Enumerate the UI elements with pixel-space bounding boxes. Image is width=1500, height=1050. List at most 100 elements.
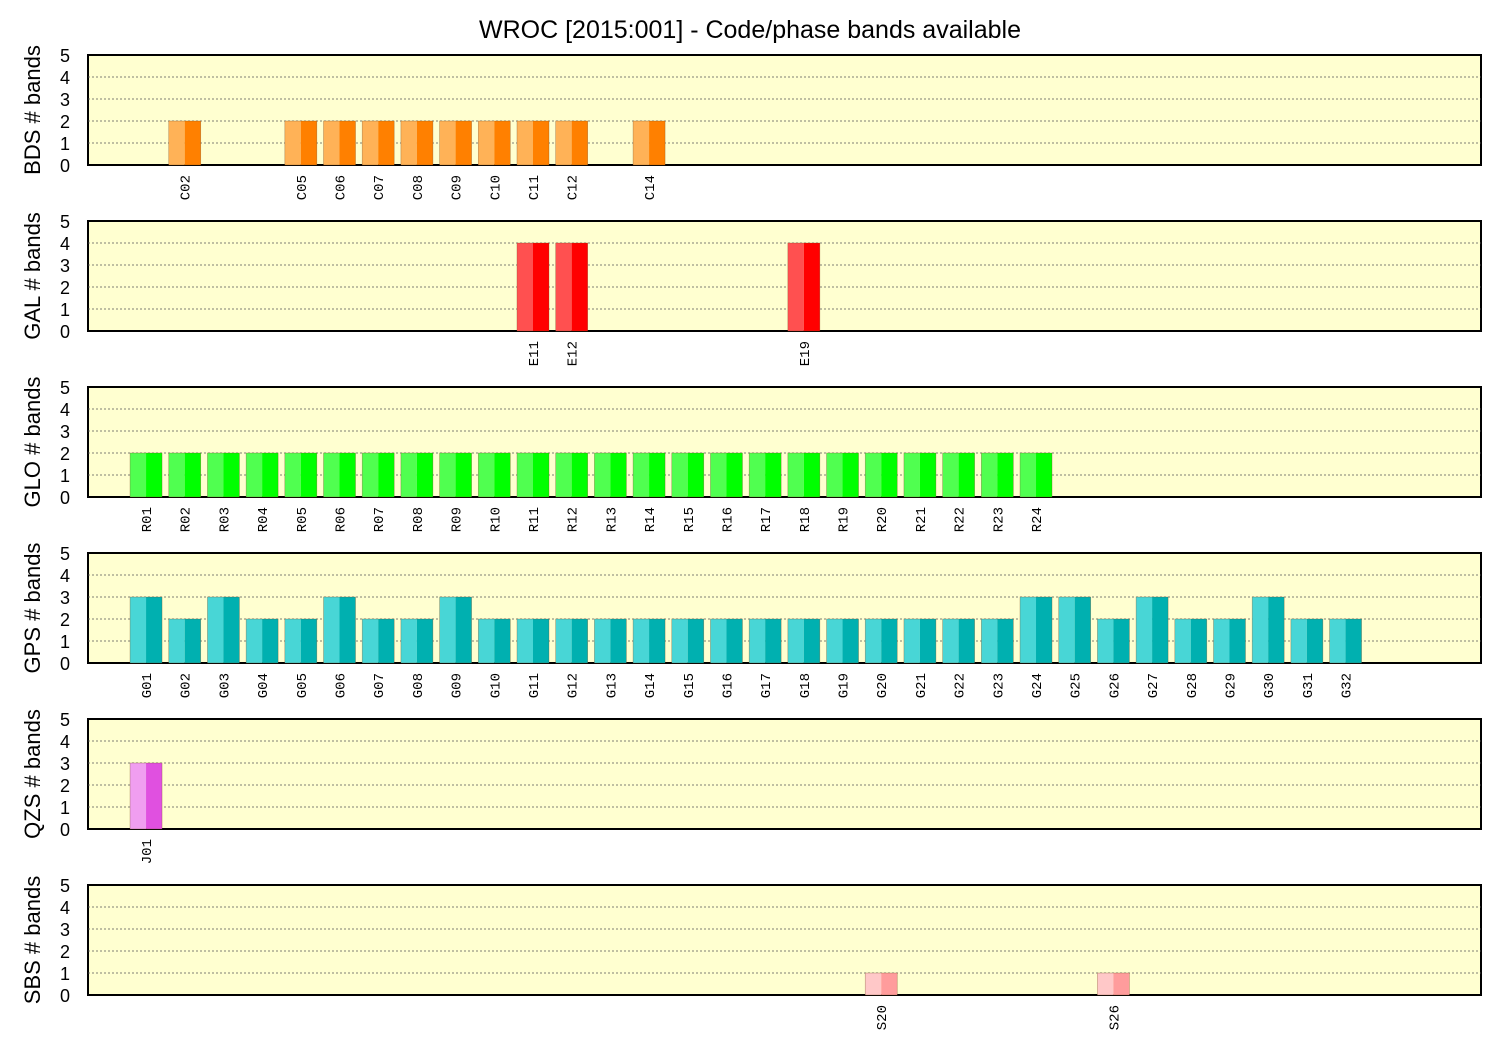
- bar-right-half: [184, 121, 201, 165]
- bar-c05: [284, 120, 318, 166]
- bar-outline: [439, 120, 472, 166]
- bar-outline: [284, 120, 318, 166]
- bar-left-half: [1213, 619, 1230, 663]
- x-tick-label: G07: [372, 673, 388, 698]
- bar-left-half: [362, 121, 379, 165]
- bar-right-half: [571, 243, 588, 331]
- bar-right-half: [262, 453, 279, 497]
- bar-r21: [903, 452, 937, 498]
- x-tick-label: R06: [334, 507, 350, 532]
- bar-r22: [942, 452, 975, 498]
- bar-right-half: [455, 121, 472, 165]
- bar-g15: [671, 618, 705, 664]
- bar-left-half: [1136, 597, 1153, 663]
- x-tick-label: C12: [566, 175, 582, 200]
- bar-left-half: [1020, 453, 1037, 497]
- bar-left-half: [710, 453, 727, 497]
- bar-left-half: [478, 453, 495, 497]
- bar-right-half: [726, 453, 743, 497]
- bar-right-half: [803, 453, 820, 497]
- x-tick-label: G09: [450, 673, 466, 698]
- x-tick-label: R22: [953, 507, 969, 532]
- bar-right-half: [610, 619, 627, 663]
- bar-left-half: [1097, 619, 1114, 663]
- bar-outline: [1019, 596, 1053, 664]
- x-tick-label: G16: [720, 673, 736, 698]
- bar-outline: [323, 596, 356, 664]
- x-tick-label: G05: [295, 673, 311, 698]
- bar-outline: [594, 618, 627, 664]
- bar-r20: [864, 452, 898, 498]
- bar-right-half: [1036, 597, 1053, 663]
- x-tick-label: G31: [1301, 673, 1317, 698]
- bar-right-half: [494, 619, 511, 663]
- x-tick-label: G26: [1107, 673, 1123, 698]
- bar-outline: [710, 452, 743, 498]
- bar-right-half: [571, 619, 588, 663]
- bar-right-half: [1113, 973, 1130, 995]
- bar-g18: [787, 618, 821, 664]
- bar-r02: [168, 452, 202, 498]
- bar-g02: [168, 618, 202, 664]
- x-tick-label: E19: [798, 341, 814, 366]
- y-tick-label: 3: [60, 920, 70, 940]
- bar-outline: [555, 618, 588, 664]
- bar-outline: [516, 242, 550, 332]
- bar-left-half: [865, 619, 882, 663]
- y-axis-label: GPS # bands: [20, 543, 45, 674]
- bar-r16: [710, 452, 743, 498]
- bar-left-half: [284, 121, 301, 165]
- bar-g22: [942, 618, 975, 664]
- bar-left-half: [981, 619, 998, 663]
- x-tick-label: G27: [1146, 673, 1162, 698]
- bar-left-half: [1097, 973, 1114, 995]
- bar-left-half: [284, 453, 301, 497]
- bar-right-half: [1345, 619, 1362, 663]
- bar-s26: [1097, 972, 1130, 996]
- x-tick-label: R23: [991, 507, 1007, 532]
- bar-outline: [864, 972, 898, 996]
- bar-e11: [516, 242, 550, 332]
- y-tick-label: 3: [60, 256, 70, 276]
- x-tick-label: E12: [566, 341, 582, 366]
- x-tick-label: R09: [450, 507, 466, 532]
- bar-outline: [361, 120, 395, 166]
- x-tick-label: E11: [527, 341, 543, 366]
- y-tick-label: 5: [60, 212, 70, 232]
- y-tick-label: 1: [60, 300, 70, 320]
- bar-right-half: [532, 619, 549, 663]
- bar-outline: [400, 618, 434, 664]
- x-tick-label: R05: [295, 507, 311, 532]
- y-tick-label: 3: [60, 422, 70, 442]
- bar-outline: [632, 452, 666, 498]
- y-tick-label: 2: [60, 112, 70, 132]
- bar-outline: [1019, 452, 1053, 498]
- bar-outline: [748, 618, 782, 664]
- bar-right-half: [532, 121, 549, 165]
- bar-left-half: [594, 619, 611, 663]
- bar-right-half: [919, 453, 936, 497]
- bar-right-half: [649, 619, 666, 663]
- bar-right-half: [146, 453, 163, 497]
- bar-right-half: [1306, 619, 1323, 663]
- bar-outline: [284, 452, 318, 498]
- x-tick-label: R24: [1030, 507, 1046, 532]
- x-tick-label: R10: [488, 507, 504, 532]
- bar-c11: [516, 120, 550, 166]
- bar-g05: [284, 618, 318, 664]
- bar-right-half: [842, 619, 859, 663]
- bar-r24: [1019, 452, 1053, 498]
- x-tick-label: G10: [488, 673, 504, 698]
- x-tick-label: R02: [179, 507, 195, 532]
- bar-left-half: [981, 453, 998, 497]
- x-tick-label: C07: [372, 175, 388, 200]
- bar-right-half: [765, 619, 782, 663]
- x-tick-label: G06: [334, 673, 350, 698]
- bar-left-half: [826, 619, 843, 663]
- bar-outline: [361, 618, 395, 664]
- plot-frame: [87, 884, 1482, 996]
- bar-left-half: [516, 453, 533, 497]
- bar-r14: [632, 452, 666, 498]
